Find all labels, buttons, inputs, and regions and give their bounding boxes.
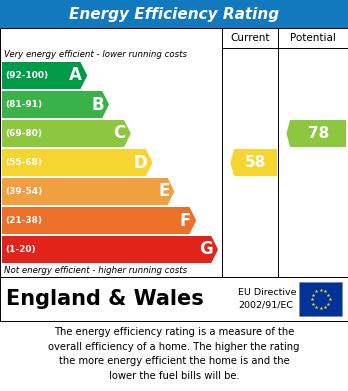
Text: (21-38): (21-38)	[5, 216, 42, 225]
Text: C: C	[113, 124, 126, 142]
Text: (39-54): (39-54)	[5, 187, 42, 196]
Bar	[0, 28, 348, 277]
Text: F: F	[180, 212, 191, 230]
Text: Energy Efficiency Rating: Energy Efficiency Rating	[69, 7, 279, 22]
Text: D: D	[134, 154, 148, 172]
Text: (1-20): (1-20)	[5, 245, 35, 254]
Polygon shape	[2, 236, 218, 263]
Text: Not energy efficient - higher running costs: Not energy efficient - higher running co…	[4, 266, 187, 275]
Text: (92-100): (92-100)	[5, 71, 48, 80]
Polygon shape	[2, 62, 87, 89]
Text: E: E	[158, 183, 169, 201]
Polygon shape	[230, 149, 277, 176]
Polygon shape	[2, 149, 153, 176]
Text: Very energy efficient - lower running costs: Very energy efficient - lower running co…	[4, 50, 187, 59]
Text: The energy efficiency rating is a measure of the
overall efficiency of a home. T: The energy efficiency rating is a measur…	[48, 327, 300, 381]
Text: Current: Current	[230, 33, 270, 43]
Text: Potential: Potential	[290, 33, 336, 43]
Polygon shape	[2, 120, 131, 147]
Polygon shape	[286, 120, 346, 147]
Polygon shape	[2, 91, 109, 118]
Text: EU Directive
2002/91/EC: EU Directive 2002/91/EC	[238, 288, 296, 310]
Text: (81-91): (81-91)	[5, 100, 42, 109]
Text: G: G	[199, 240, 213, 258]
Text: A: A	[69, 66, 82, 84]
Text: (69-80): (69-80)	[5, 129, 42, 138]
Bar	[0, 277, 348, 321]
Text: 78: 78	[308, 126, 329, 141]
Text: England & Wales: England & Wales	[6, 289, 204, 309]
Text: B: B	[92, 95, 104, 113]
Polygon shape	[2, 207, 196, 234]
Bar	[299, 282, 342, 316]
Polygon shape	[2, 178, 174, 205]
Text: 58: 58	[245, 155, 266, 170]
Bar	[0, 0, 348, 28]
Text: (55-68): (55-68)	[5, 158, 42, 167]
